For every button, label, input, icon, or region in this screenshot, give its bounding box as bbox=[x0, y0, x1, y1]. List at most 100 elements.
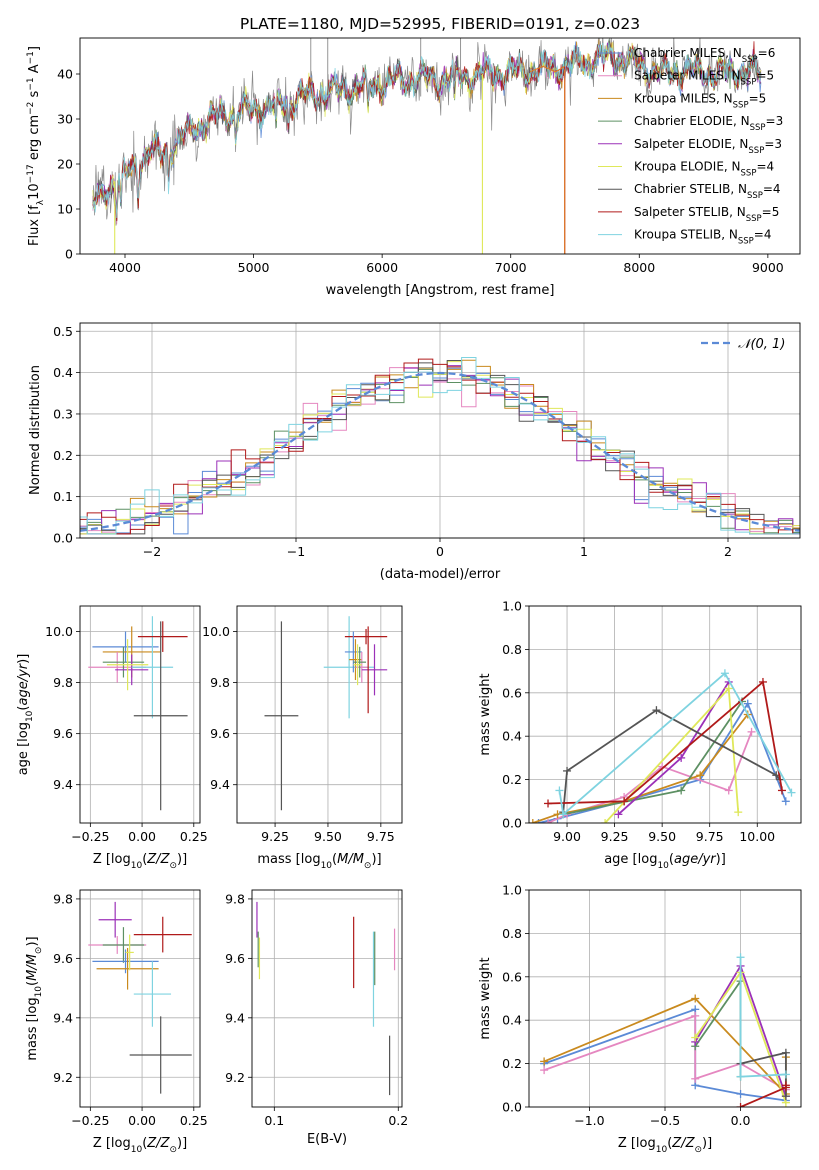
x-tick-label: −1 bbox=[287, 544, 305, 559]
x-tick-label: 9.75 bbox=[696, 829, 724, 844]
y-tick-label: 0.0 bbox=[53, 531, 73, 546]
legend-entry: 𝒩(0, 1) bbox=[738, 337, 785, 352]
x-axis-label: age [log10(age/yr)] bbox=[604, 852, 726, 871]
y-tick-label: 0.2 bbox=[502, 772, 522, 787]
x-tick-label: 0 bbox=[436, 544, 444, 559]
y-tick-label: 0.5 bbox=[53, 324, 73, 339]
x-tick-label: 0.00 bbox=[128, 829, 156, 844]
y-tick-label: 10 bbox=[57, 202, 73, 217]
y-tick-label: 0.6 bbox=[502, 685, 522, 700]
x-tick-label: 4000 bbox=[109, 260, 141, 275]
histogram-kroupa-stelib bbox=[80, 356, 800, 535]
model-spectrum-orange bbox=[529, 65, 566, 73]
axes-frame bbox=[79, 605, 201, 824]
x-axis-label: Z [log10(Z/Z⊙)] bbox=[618, 1136, 712, 1155]
y-tick-label: 1.0 bbox=[502, 883, 522, 898]
y-tick-label: 9.6 bbox=[53, 951, 73, 966]
x-tick-label: −0.25 bbox=[71, 829, 109, 844]
x-tick-label: 7000 bbox=[495, 260, 527, 275]
y-tick-label: 9.4 bbox=[53, 1010, 73, 1025]
y-tick-label: 9.4 bbox=[225, 1010, 245, 1025]
x-axis-label: E(B-V) bbox=[307, 1132, 347, 1147]
x-tick-label: 5000 bbox=[238, 260, 270, 275]
axes-frame bbox=[528, 889, 802, 1108]
observed-spectrum-line bbox=[92, 38, 762, 226]
y-tick-label: 10.0 bbox=[202, 624, 230, 639]
weight-line-kroupa-stelib bbox=[558, 671, 793, 817]
x-tick-label: 0.25 bbox=[180, 829, 208, 844]
x-tick-label: 9.25 bbox=[601, 829, 629, 844]
y-tick-label: 0.3 bbox=[53, 406, 73, 421]
y-axis-label: mass weight bbox=[478, 673, 493, 755]
x-tick-label: 9.00 bbox=[553, 829, 581, 844]
spectrum-panel: 4000 5000 6000 7000 8000 9000 0 10 20 30 40 Chabrie… bbox=[26, 37, 801, 298]
x-tick-label: −0.25 bbox=[71, 1113, 109, 1128]
legend-entry: Salpeter STELIB, NSSP=5 bbox=[634, 205, 779, 224]
y-tick-label: 1.0 bbox=[502, 599, 522, 614]
y-tick-label: 9.6 bbox=[210, 726, 230, 741]
figure-title: PLATE=1180, MJD=52995, FIBERID=0191, z=0… bbox=[240, 15, 640, 33]
y-tick-label: 20 bbox=[57, 157, 73, 172]
weight-line-kroupa-elodie bbox=[604, 686, 740, 823]
y-tick-label: 9.8 bbox=[225, 891, 245, 906]
x-tick-label: 0.0 bbox=[731, 1113, 751, 1128]
mass-vs-ebv-panel: 0.1 0.2 9.2 9.4 9.6 9.8 E(B-V) bbox=[225, 889, 408, 1147]
y-tick-label: 9.4 bbox=[53, 777, 73, 792]
y-tick-label: 0.8 bbox=[502, 926, 522, 941]
mass-vs-metallicity-panel: −0.25 0.00 0.25 9.2 9.4 9.6 9.8 Z [log10(Z/Z⊙)]… bbox=[25, 889, 208, 1155]
plot-area bbox=[80, 356, 800, 535]
axes-frame bbox=[528, 605, 802, 824]
x-axis-label: Z [log10(Z/Z⊙)] bbox=[93, 1136, 187, 1155]
y-tick-label: 9.8 bbox=[53, 891, 73, 906]
y-tick-label: 0.0 bbox=[502, 1100, 522, 1115]
x-tick-label: −1.0 bbox=[574, 1113, 604, 1128]
x-tick-label: 9.25 bbox=[261, 829, 289, 844]
y-axis-label: Normed distribution bbox=[28, 365, 43, 495]
weight-line-chabrier-elodie bbox=[563, 700, 743, 816]
x-tick-label: 6000 bbox=[366, 260, 398, 275]
x-tick-label: 9.50 bbox=[314, 829, 342, 844]
normal-distribution-curve bbox=[80, 371, 800, 532]
plot-area bbox=[88, 616, 188, 811]
residuals-panel: −2 −1 0 1 2 0.0 0.1 0.2 0.3 0.4 0.5 𝒩(0, 1) (data-mo… bbox=[28, 322, 801, 582]
y-tick-label: 0 bbox=[65, 247, 73, 262]
plot-area bbox=[540, 953, 790, 1107]
axes-frame bbox=[79, 889, 201, 1108]
plot-area bbox=[256, 901, 396, 1096]
model-spectrum-kroupa-stelib bbox=[92, 42, 762, 218]
legend-entry: Kroupa STELIB, NSSP=4 bbox=[634, 228, 772, 247]
legend-entry: Kroupa ELODIE, NSSP=4 bbox=[634, 160, 774, 179]
x-tick-label: 9000 bbox=[752, 260, 784, 275]
y-axis-label: Flux [fλ10−17 erg cm−2 s−1 A−1] bbox=[26, 46, 46, 246]
weight-line-salpeter-stelib bbox=[740, 1085, 787, 1107]
y-tick-label: 9.6 bbox=[225, 951, 245, 966]
x-tick-label: 8000 bbox=[623, 260, 655, 275]
x-tick-label: 0.1 bbox=[264, 1113, 284, 1128]
y-tick-label: 0.2 bbox=[53, 448, 73, 463]
y-tick-label: 40 bbox=[57, 67, 73, 82]
x-axis-label: mass [log10(M/M⊙)] bbox=[257, 852, 381, 871]
legend-entry: Chabrier STELIB, NSSP=4 bbox=[634, 182, 781, 201]
y-axis-label: mass [log10(M/M⊙)] bbox=[25, 936, 44, 1060]
x-tick-label: 0.00 bbox=[128, 1113, 156, 1128]
plot-area bbox=[92, 38, 762, 254]
x-axis-label: Z [log10(Z/Z⊙)] bbox=[93, 852, 187, 871]
plot-area bbox=[529, 669, 796, 823]
x-tick-label: 0.25 bbox=[180, 1113, 208, 1128]
y-tick-label: 30 bbox=[57, 112, 73, 127]
plot-area bbox=[88, 901, 192, 1094]
y-tick-label: 0.0 bbox=[502, 816, 522, 831]
age-vs-metallicity-panel: −0.25 0.00 0.25 9.4 9.6 9.8 10.0 Z [log10(Z/Z⊙)… bbox=[16, 605, 208, 871]
y-tick-label: 10.0 bbox=[45, 624, 73, 639]
y-tick-label: 0.4 bbox=[53, 365, 73, 380]
x-tick-label: −0.5 bbox=[650, 1113, 680, 1128]
y-tick-label: 9.6 bbox=[53, 726, 73, 741]
plot-area bbox=[264, 616, 388, 811]
axes-frame bbox=[236, 605, 403, 824]
y-axis-label: age [log10(age/yr)] bbox=[16, 654, 35, 776]
y-tick-label: 0.6 bbox=[502, 969, 522, 984]
legend-entry: Kroupa MILES, NSSP=5 bbox=[634, 91, 766, 110]
legend-entry: Salpeter ELODIE, NSSP=3 bbox=[634, 137, 782, 156]
weight-vs-age-panel: 9.00 9.25 9.50 9.75 10.00 0.0 0.2 0.4 0.6 0.8 1.0 a… bbox=[478, 599, 802, 871]
